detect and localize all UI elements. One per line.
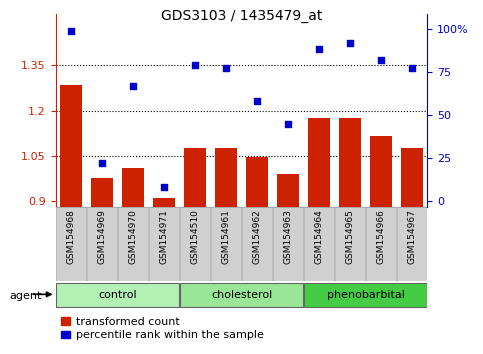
Point: [315, 47, 323, 52]
Bar: [246, 157, 268, 354]
Point: [222, 65, 230, 71]
Bar: [153, 198, 175, 354]
Point: [253, 98, 261, 104]
Bar: [184, 148, 206, 354]
Text: GSM154964: GSM154964: [314, 209, 324, 264]
Point: [408, 65, 416, 71]
Bar: [335, 207, 365, 281]
Text: GSM154962: GSM154962: [253, 209, 261, 264]
Text: GSM154967: GSM154967: [408, 209, 416, 264]
Text: GSM154971: GSM154971: [159, 209, 169, 264]
Point: [377, 57, 385, 63]
Bar: [401, 148, 423, 354]
Bar: [180, 283, 303, 307]
Bar: [273, 207, 303, 281]
Bar: [304, 283, 427, 307]
Point: [160, 184, 168, 190]
Legend: transformed count, percentile rank within the sample: transformed count, percentile rank withi…: [61, 317, 263, 341]
Bar: [180, 207, 210, 281]
Text: agent: agent: [10, 291, 42, 301]
Text: GSM154969: GSM154969: [98, 209, 107, 264]
Text: GSM154963: GSM154963: [284, 209, 293, 264]
Bar: [60, 85, 82, 354]
Text: phenobarbital: phenobarbital: [327, 290, 404, 300]
Point: [191, 62, 199, 68]
Bar: [397, 207, 427, 281]
Point: [346, 40, 354, 45]
Point: [98, 160, 106, 166]
Point: [129, 83, 137, 88]
Bar: [339, 118, 361, 354]
Bar: [215, 148, 237, 354]
Text: control: control: [98, 290, 137, 300]
Bar: [308, 118, 330, 354]
Bar: [242, 207, 272, 281]
Bar: [366, 207, 396, 281]
Point: [67, 28, 75, 33]
Bar: [304, 207, 334, 281]
Text: GSM154965: GSM154965: [345, 209, 355, 264]
Bar: [87, 207, 117, 281]
Bar: [122, 168, 144, 354]
Bar: [56, 283, 179, 307]
Text: cholesterol: cholesterol: [211, 290, 272, 300]
Bar: [118, 207, 148, 281]
Bar: [211, 207, 241, 281]
Point: [284, 121, 292, 126]
Bar: [370, 136, 392, 354]
Text: GSM154970: GSM154970: [128, 209, 138, 264]
Text: GSM154968: GSM154968: [67, 209, 75, 264]
Text: GDS3103 / 1435479_at: GDS3103 / 1435479_at: [161, 9, 322, 23]
Text: GSM154966: GSM154966: [376, 209, 385, 264]
Bar: [91, 178, 113, 354]
Bar: [56, 207, 86, 281]
Bar: [277, 174, 299, 354]
Text: GSM154961: GSM154961: [222, 209, 230, 264]
Bar: [149, 207, 179, 281]
Text: GSM154510: GSM154510: [190, 209, 199, 264]
